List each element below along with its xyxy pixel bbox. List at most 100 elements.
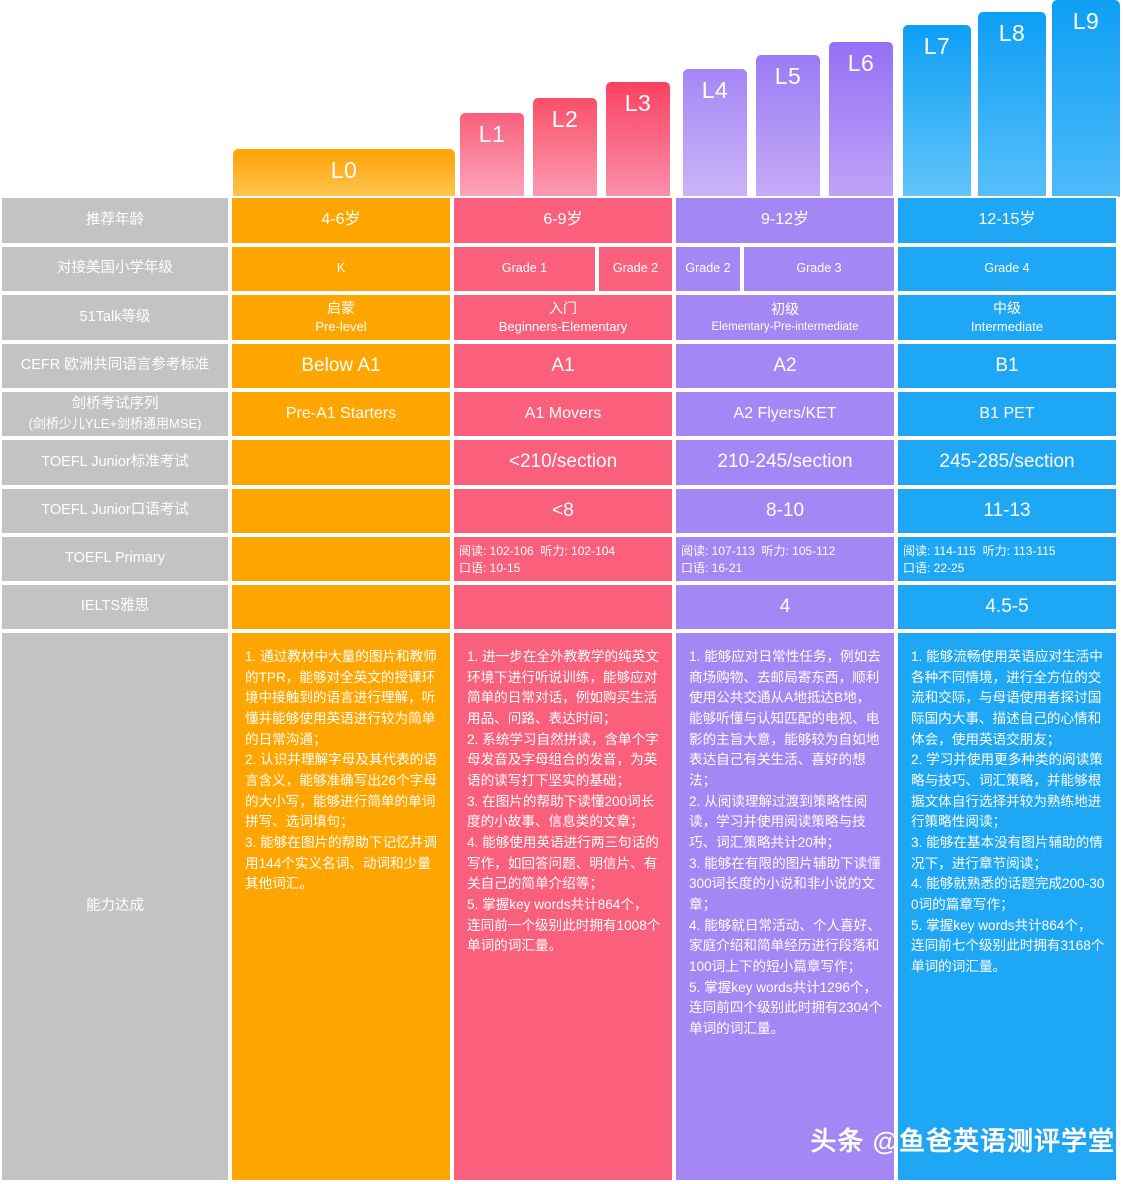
row-header-cambridge: 剑桥考试序列 (剑桥少儿YLE+剑桥通用MSE) bbox=[0, 390, 230, 438]
cell-51talk-blue-cn: 中级 bbox=[993, 299, 1021, 316]
bar-label-l0: L0 bbox=[330, 157, 358, 183]
row-header-ielts: IELTS雅思 bbox=[0, 583, 230, 631]
cell-toefl-junior-speaking-purple: 8-10 bbox=[674, 487, 896, 535]
row-header-51talk: 51Talk等级 bbox=[0, 293, 230, 342]
row-header-cambridge-line2: (剑桥少儿YLE+剑桥通用MSE) bbox=[28, 416, 202, 431]
bar-l1: L1 bbox=[460, 113, 524, 197]
cell-ability-pink: 1. 进一步在全外教教学的纯英文环境下进行听说训练，能够应对简单的日常对话，例如… bbox=[452, 631, 674, 1182]
cell-toefl-junior-standard-blue: 245-285/section bbox=[896, 438, 1118, 487]
bar-l9: L9 bbox=[1052, 0, 1120, 197]
comparison-table: 推荐年龄 4-6岁 6-9岁 9-12岁 12-15岁 对接美国小学年级 K G… bbox=[0, 196, 1123, 1182]
cell-us-grade-pink-a: Grade 1 bbox=[452, 245, 597, 293]
row-header-toefl-junior-standard: TOEFL Junior标准考试 bbox=[0, 438, 230, 487]
cell-age-purple: 9-12岁 bbox=[674, 196, 896, 245]
toefl-primary-pink-listening: 听力: 102-104 bbox=[540, 544, 616, 558]
table-row-toefl-primary: TOEFL Primary 阅读: 102-106 听力: 102-104 口语… bbox=[0, 535, 1123, 583]
bar-l4: L4 bbox=[683, 69, 747, 197]
bar-l6: L6 bbox=[829, 42, 893, 197]
cell-51talk-purple-cn: 初级 bbox=[771, 300, 799, 317]
cell-ability-blue: 1. 能够流畅使用英语应对生活中各种不同情境，进行全方位的交流和交际，与母语使用… bbox=[896, 631, 1118, 1182]
bar-label-l7: L7 bbox=[923, 33, 951, 59]
watermark: 头条 @鱼爸英语测评学堂 bbox=[810, 1126, 1115, 1156]
row-header-toefl-primary: TOEFL Primary bbox=[0, 535, 230, 583]
cell-51talk-blue-en: Intermediate bbox=[970, 319, 1044, 335]
toefl-primary-purple-reading: 阅读: 107-113 bbox=[681, 544, 755, 558]
cell-us-grade-purple-a: Grade 2 bbox=[674, 245, 742, 293]
table-row-age: 推荐年龄 4-6岁 6-9岁 9-12岁 12-15岁 bbox=[0, 196, 1123, 245]
cell-51talk-blue: 中级 Intermediate bbox=[896, 293, 1118, 342]
table-row-51talk: 51Talk等级 启蒙 Pre-level 入门 Beginners-Eleme… bbox=[0, 293, 1123, 342]
cell-cambridge-purple: A2 Flyers/KET bbox=[674, 390, 896, 438]
cell-ability-purple: 1. 能够应对日常性任务，例如去商场购物、去邮局寄东西，顺利使用公共交通从A地抵… bbox=[674, 631, 896, 1182]
cell-us-grade-orange: K bbox=[230, 245, 452, 293]
toefl-primary-blue-reading: 阅读: 114-115 bbox=[903, 544, 976, 558]
cell-toefl-junior-speaking-orange bbox=[230, 487, 452, 535]
row-header-us-grade: 对接美国小学年级 bbox=[0, 245, 230, 293]
toefl-primary-blue-speaking: 口语: 22-25 bbox=[903, 561, 965, 576]
table-row-us-grade: 对接美国小学年级 K Grade 1 Grade 2 Grade 2 Grade… bbox=[0, 245, 1123, 293]
cell-us-grade-purple-b: Grade 3 bbox=[742, 245, 896, 293]
table-row-cefr: CEFR 欧洲共同语言参考标准 Below A1 A1 A2 B1 bbox=[0, 342, 1123, 390]
cell-toefl-junior-speaking-blue: 11-13 bbox=[896, 487, 1118, 535]
cell-cambridge-orange: Pre-A1 Starters bbox=[230, 390, 452, 438]
cell-cambridge-blue: B1 PET bbox=[896, 390, 1118, 438]
cell-toefl-junior-speaking-pink: <8 bbox=[452, 487, 674, 535]
bar-label-l8: L8 bbox=[998, 20, 1026, 46]
table-row-toefl-junior-standard: TOEFL Junior标准考试 <210/section 210-245/se… bbox=[0, 438, 1123, 487]
bar-label-l1: L1 bbox=[478, 121, 506, 147]
cell-cefr-orange: Below A1 bbox=[230, 342, 452, 390]
cell-age-pink: 6-9岁 bbox=[452, 196, 674, 245]
cell-toefl-junior-standard-purple: 210-245/section bbox=[674, 438, 896, 487]
row-header-cefr: CEFR 欧洲共同语言参考标准 bbox=[0, 342, 230, 390]
cell-51talk-purple-en: Elementary-Pre-intermediate bbox=[711, 321, 859, 334]
bar-l7: L7 bbox=[903, 25, 971, 197]
cell-toefl-primary-orange bbox=[230, 535, 452, 583]
cell-us-grade-blue: Grade 4 bbox=[896, 245, 1118, 293]
row-header-cambridge-line1: 剑桥考试序列 bbox=[71, 396, 159, 413]
cell-cambridge-pink: A1 Movers bbox=[452, 390, 674, 438]
bar-l5: L5 bbox=[756, 55, 820, 197]
row-header-age: 推荐年龄 bbox=[0, 196, 230, 245]
cell-51talk-pink: 入门 Beginners-Elementary bbox=[452, 293, 674, 342]
table-row-toefl-junior-speaking: TOEFL Junior口语考试 <8 8-10 11-13 bbox=[0, 487, 1123, 535]
bar-label-l4: L4 bbox=[701, 77, 729, 103]
bar-label-l9: L9 bbox=[1072, 8, 1100, 34]
bar-label-l6: L6 bbox=[847, 50, 875, 76]
cell-toefl-primary-purple: 阅读: 107-113 听力: 105-112 口语: 16-21 bbox=[674, 535, 896, 583]
cell-toefl-junior-standard-orange bbox=[230, 438, 452, 487]
level-bar-chart: L0 L1 L2 L3 L4 L5 L6 L7 L8 L9 bbox=[0, 0, 1123, 197]
cell-cefr-blue: B1 bbox=[896, 342, 1118, 390]
cell-51talk-orange-en: Pre-level bbox=[315, 319, 367, 335]
cell-ielts-orange bbox=[230, 583, 452, 631]
bar-label-l5: L5 bbox=[774, 63, 802, 89]
cell-ielts-pink bbox=[452, 583, 674, 631]
cell-us-grade-pink-b: Grade 2 bbox=[597, 245, 674, 293]
cell-ability-orange: 1. 通过教材中大量的图片和教师的TPR，能够对全英文的授课环境中接触到的语言进… bbox=[230, 631, 452, 1182]
cell-ielts-blue: 4.5-5 bbox=[896, 583, 1118, 631]
toefl-primary-purple-speaking: 口语: 16-21 bbox=[681, 561, 743, 576]
bar-l0: L0 bbox=[233, 149, 455, 197]
toefl-primary-pink-reading: 阅读: 102-106 bbox=[459, 544, 534, 558]
table-row-cambridge: 剑桥考试序列 (剑桥少儿YLE+剑桥通用MSE) Pre-A1 Starters… bbox=[0, 390, 1123, 438]
row-header-ability: 能力达成 bbox=[0, 631, 230, 1182]
cell-toefl-primary-blue: 阅读: 114-115 听力: 113-115 口语: 22-25 bbox=[896, 535, 1118, 583]
bar-label-l2: L2 bbox=[551, 106, 579, 132]
cell-cefr-pink: A1 bbox=[452, 342, 674, 390]
cell-cefr-purple: A2 bbox=[674, 342, 896, 390]
toefl-primary-purple-listening: 听力: 105-112 bbox=[761, 544, 836, 558]
row-header-toefl-junior-speaking: TOEFL Junior口语考试 bbox=[0, 487, 230, 535]
bar-l8: L8 bbox=[978, 12, 1046, 197]
bar-l2: L2 bbox=[533, 98, 597, 197]
table-row-ability: 能力达成 1. 通过教材中大量的图片和教师的TPR，能够对全英文的授课环境中接触… bbox=[0, 631, 1123, 1182]
cell-age-blue: 12-15岁 bbox=[896, 196, 1118, 245]
cell-51talk-pink-cn: 入门 bbox=[549, 299, 577, 316]
cell-51talk-orange: 启蒙 Pre-level bbox=[230, 293, 452, 342]
cell-age-orange: 4-6岁 bbox=[230, 196, 452, 245]
bar-label-l3: L3 bbox=[624, 90, 652, 116]
bar-l3: L3 bbox=[606, 82, 670, 197]
toefl-primary-blue-listening: 听力: 113-115 bbox=[982, 544, 1056, 558]
cell-toefl-junior-standard-pink: <210/section bbox=[452, 438, 674, 487]
cell-toefl-primary-pink: 阅读: 102-106 听力: 102-104 口语: 10-15 bbox=[452, 535, 674, 583]
cell-ielts-purple: 4 bbox=[674, 583, 896, 631]
